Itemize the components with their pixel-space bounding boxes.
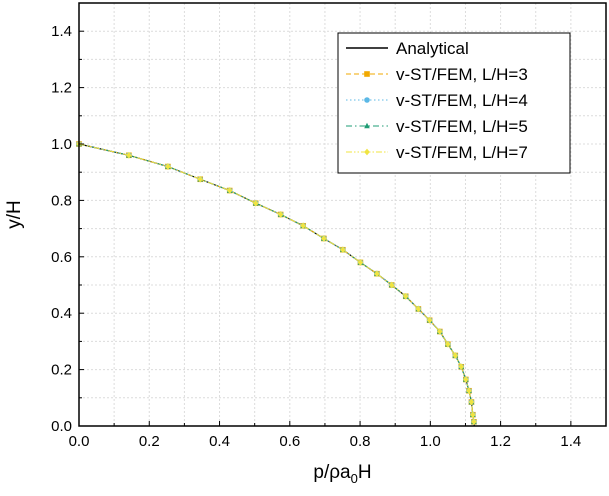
plot-frame <box>78 2 607 427</box>
legend-label: v-ST/FEM, L/H=5 <box>396 117 528 136</box>
y-tick-label: 1.2 <box>51 80 72 97</box>
legend-marker <box>364 148 370 156</box>
data-point <box>252 199 259 207</box>
legend-marker <box>364 97 370 103</box>
series-1 <box>76 141 477 425</box>
legend-label: v-ST/FEM, L/H=3 <box>396 65 528 84</box>
data-point <box>388 281 395 289</box>
series-layer <box>76 140 477 427</box>
x-tick-label: 0.4 <box>209 433 230 450</box>
data-point <box>300 222 306 230</box>
series-line <box>78 143 475 422</box>
x-tick-label: 0.8 <box>350 433 371 450</box>
x-tick-label: 0.0 <box>69 433 90 450</box>
legend-label: v-ST/FEM, L/H=4 <box>396 91 528 110</box>
y-tick-label: 0.2 <box>51 362 72 379</box>
legend-label: Analytical <box>396 39 469 58</box>
y-tick-label: 0.4 <box>51 305 72 322</box>
data-point <box>402 292 409 300</box>
data-point <box>437 328 443 335</box>
data-point <box>452 352 459 359</box>
legend: Analytical v-ST/FEM, L/H=3 v-ST/FEM, L/H=4… <box>337 32 571 174</box>
data-point <box>426 316 433 324</box>
data-point <box>471 418 477 426</box>
y-tick-label: 0.6 <box>51 249 72 266</box>
x-tick-label: 0.6 <box>279 433 300 450</box>
ticks: 0.0 0.2 0.4 0.6 0.8 1.0 1.2 1.4 0.0 0.2 0.4 0.6 0.8 1… <box>51 2 607 450</box>
data-point <box>277 211 284 218</box>
data-point <box>197 175 204 183</box>
x-tick-label: 1.0 <box>420 433 441 450</box>
x-tick-label: 0.2 <box>139 433 160 450</box>
data-point <box>415 305 422 313</box>
data-point <box>226 187 233 194</box>
data-point <box>165 163 171 170</box>
data-point <box>321 235 327 242</box>
legend-marker <box>364 122 370 129</box>
legend-box <box>337 32 571 174</box>
y-axis-title: y/H <box>4 200 25 229</box>
data-point <box>463 376 469 383</box>
y-tick-label: 0.8 <box>51 192 72 209</box>
data-point <box>445 340 451 348</box>
data-point <box>357 259 364 266</box>
series-line <box>78 143 475 422</box>
x-tick-label: 1.4 <box>560 433 581 450</box>
series-4 <box>76 140 477 426</box>
data-point <box>470 411 476 419</box>
data-point <box>340 246 346 254</box>
data-point <box>458 363 465 371</box>
grid <box>79 3 606 426</box>
series-3 <box>76 140 477 425</box>
x-tick-label: 1.2 <box>490 433 511 450</box>
data-point <box>126 151 132 159</box>
legend-label: v-ST/FEM, L/H=7 <box>396 143 528 162</box>
y-tick-label: 1.4 <box>51 23 72 40</box>
series-line <box>78 143 475 422</box>
y-tick-label: 1.0 <box>51 136 72 153</box>
series-2 <box>76 141 477 425</box>
data-point <box>374 270 380 278</box>
y-tick-label: 0.0 <box>51 418 72 435</box>
data-point <box>468 398 475 406</box>
series-line <box>78 143 475 422</box>
x-axis-title: p/ρa0H <box>313 462 371 486</box>
legend-marker <box>364 71 370 77</box>
data-point <box>466 387 472 395</box>
